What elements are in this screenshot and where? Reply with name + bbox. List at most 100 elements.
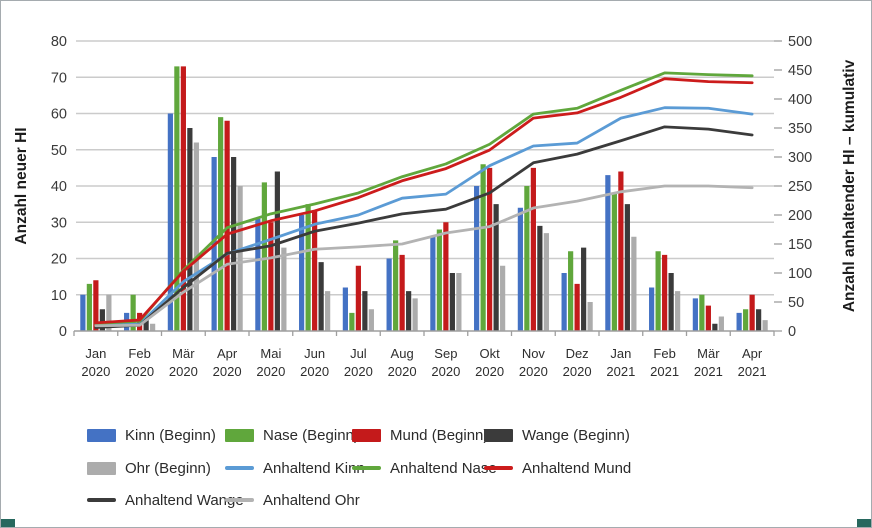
legend-item-anhaltend-nase: Anhaltend Nase [352, 457, 497, 479]
month-label: Jan [610, 346, 631, 361]
legend-item-kinn-beginn-: Kinn (Beginn) [87, 424, 216, 446]
year-label: 2020 [388, 364, 417, 379]
bar-nase-beginn- [86, 283, 92, 331]
bar-kinn-beginn- [474, 186, 480, 331]
bar-nase-beginn- [349, 312, 355, 331]
right-tick-label: 0 [788, 324, 796, 340]
bar-wange-beginn- [187, 128, 193, 331]
bar-ohr-beginn- [325, 291, 331, 331]
bar-kinn-beginn- [605, 175, 611, 331]
left-tick-label: 70 [51, 70, 67, 86]
right-tick-label: 200 [788, 208, 812, 224]
legend-line-swatch [225, 466, 254, 470]
legend-item-anhaltend-ohr: Anhaltend Ohr [225, 489, 360, 511]
bar-mund-beginn- [93, 280, 99, 331]
bar-kinn-beginn- [517, 207, 523, 331]
left-tick-label: 0 [59, 324, 67, 340]
bar-kinn-beginn- [342, 287, 348, 331]
left-tick-label: 30 [51, 215, 67, 231]
legend-line-swatch [87, 498, 116, 502]
legend-item-nase-beginn-: Nase (Beginn) [225, 424, 359, 446]
bar-mund-beginn- [530, 167, 536, 331]
bar-ohr-beginn- [631, 236, 637, 331]
right-axis-title: Anzahl anhaltender HI – kumulativ [841, 59, 858, 312]
bar-kinn-beginn- [692, 298, 698, 331]
year-label: 2020 [81, 364, 110, 379]
axes: 0 10 20 30 40 50 60 70 80 0 50 100 150 200 250 300 350 40… [51, 34, 812, 379]
year-label: 2021 [650, 364, 679, 379]
bar-kinn-beginn- [561, 273, 567, 331]
legend-label: Mund (Beginn) [390, 426, 489, 444]
year-label: 2020 [300, 364, 329, 379]
bar-ohr-beginn- [150, 323, 156, 331]
corner-mark-right [857, 519, 871, 527]
bar-kinn-beginn- [430, 236, 436, 331]
left-tick-label: 60 [51, 107, 67, 123]
month-label: Jan [85, 346, 106, 361]
bar-ohr-beginn- [675, 291, 681, 331]
bar-mund-beginn- [355, 265, 361, 331]
line-anhaltend-nase [94, 71, 754, 325]
bar-mund-beginn- [662, 254, 668, 331]
bar-wange-beginn- [668, 273, 674, 331]
bar-ohr-beginn- [106, 294, 112, 331]
line-anhaltend-kinn [94, 106, 754, 327]
left-tick-label: 40 [51, 179, 67, 195]
bar-ohr-beginn- [456, 273, 462, 331]
bar-wange-beginn- [493, 204, 499, 331]
bar-mund-beginn- [443, 222, 449, 331]
left-tick-label: 20 [51, 252, 67, 268]
bar-wange-beginn- [756, 309, 762, 331]
bar-nase-beginn- [655, 251, 661, 331]
bar-mund-beginn- [705, 305, 711, 331]
year-label: 2020 [169, 364, 198, 379]
bar-nase-beginn- [261, 182, 267, 331]
left-tick-label: 10 [51, 288, 67, 304]
chart-legend: Kinn (Beginn) Nase (Beginn) Mund (Beginn) W… [1, 409, 871, 511]
right-tick-label: 50 [788, 295, 804, 311]
bar-wange-beginn- [406, 291, 412, 331]
year-label: 2020 [475, 364, 504, 379]
bar-mund-beginn- [180, 66, 186, 331]
legend-line-swatch [352, 466, 381, 470]
bar-mund-beginn- [224, 120, 230, 331]
bar-kinn-beginn- [255, 218, 261, 331]
bar-ohr-beginn- [500, 265, 506, 331]
bar-mund-beginn- [487, 167, 493, 331]
legend-bar-swatch [87, 428, 116, 442]
legend-item-anhaltend-mund: Anhaltend Mund [484, 457, 631, 479]
bar-ohr-beginn- [368, 309, 374, 331]
year-label: 2020 [213, 364, 242, 379]
bar-ohr-beginn- [718, 316, 724, 331]
right-tick-label: 400 [788, 92, 812, 108]
month-label: Mär [697, 346, 720, 361]
bar-nase-beginn- [611, 193, 617, 331]
legend-item-anhaltend-kinn: Anhaltend Kinn [225, 457, 365, 479]
line-anhaltend-ohr [94, 184, 754, 328]
legend-label: Ohr (Beginn) [125, 459, 211, 477]
legend-line-swatch [225, 498, 254, 502]
bar-kinn-beginn- [649, 287, 655, 331]
legend-bar-swatch [225, 428, 254, 442]
legend-item-mund-beginn-: Mund (Beginn) [352, 424, 488, 446]
bar-nase-beginn- [174, 66, 180, 331]
bar-nase-beginn- [480, 164, 486, 331]
bar-ohr-beginn- [237, 186, 243, 331]
bar-nase-beginn- [524, 186, 530, 331]
bar-nase-beginn- [436, 229, 442, 331]
legend-bar-swatch [352, 428, 381, 442]
line-anhaltend-mund [94, 77, 754, 325]
month-label: Jul [350, 346, 367, 361]
lines [94, 71, 754, 329]
corner-mark-left [1, 519, 15, 527]
bar-nase-beginn- [699, 294, 705, 331]
bar-nase-beginn- [130, 294, 136, 331]
month-label: Apr [742, 346, 763, 361]
year-label: 2020 [256, 364, 285, 379]
bar-ohr-beginn- [193, 142, 199, 331]
legend-item-wange-beginn-: Wange (Beginn) [484, 424, 630, 446]
line-anhaltend-wange [94, 125, 754, 329]
month-label: Feb [653, 346, 675, 361]
bar-ohr-beginn- [762, 320, 768, 331]
